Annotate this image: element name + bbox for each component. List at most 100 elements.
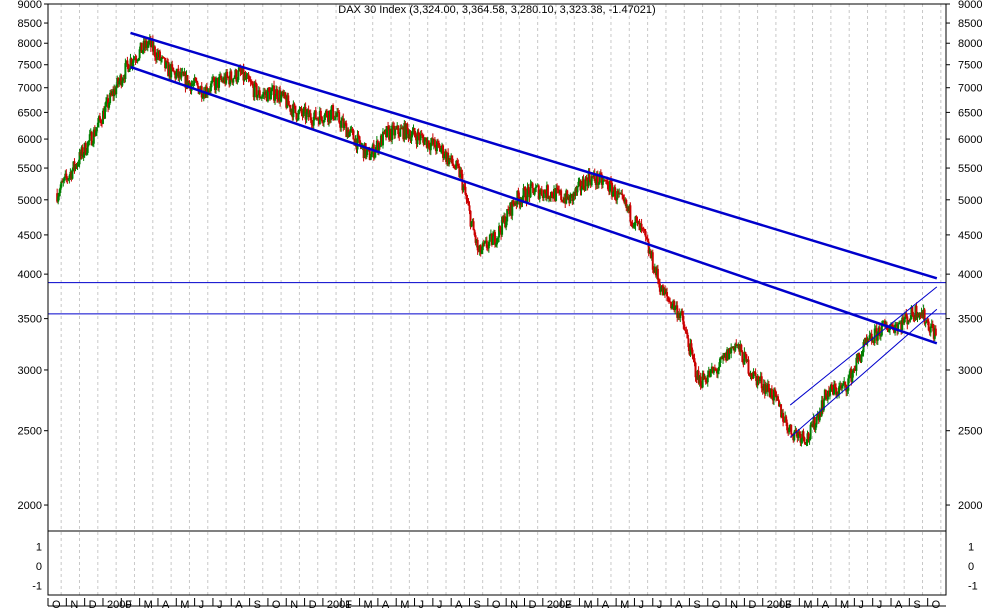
candle-body [839, 385, 842, 387]
candle-body [891, 324, 894, 326]
candle-body [192, 82, 195, 85]
candle-body [237, 70, 240, 80]
candle-body [357, 134, 360, 137]
x-tick-label: O [712, 599, 721, 610]
candle-body [899, 322, 902, 324]
candle-body [847, 378, 850, 391]
candle-body [815, 416, 818, 425]
candle-body [747, 359, 750, 374]
candle-body [261, 94, 264, 97]
candle-body [71, 169, 74, 179]
candle-body [838, 386, 841, 395]
candle-body [853, 369, 856, 371]
candle-body [687, 338, 690, 348]
candle-body [397, 125, 400, 135]
candle-body [542, 190, 545, 199]
candle-body [338, 112, 341, 123]
candle-body [345, 123, 348, 138]
candle-body [862, 341, 865, 353]
candle-body [270, 87, 273, 92]
candle-body [830, 384, 833, 390]
candle-body [925, 319, 928, 323]
candle-body [696, 370, 699, 380]
candle-body [392, 125, 395, 127]
candle-body [157, 51, 160, 58]
candle-body [565, 190, 568, 204]
candle-body [251, 83, 254, 86]
candle-body [707, 371, 710, 376]
candle-body [274, 96, 277, 101]
indicator-tick-label: 0 [968, 561, 974, 573]
candle-body [593, 173, 596, 182]
candle-body [584, 177, 587, 191]
candle-body [806, 433, 809, 442]
candle-body [323, 113, 326, 120]
candle-body [64, 173, 67, 178]
y-tick-label: 3000 [958, 365, 982, 377]
candle-body [377, 142, 380, 153]
candle-body [717, 366, 720, 371]
candle-body [218, 77, 221, 88]
candle-body [309, 113, 312, 121]
candle-body [102, 110, 105, 119]
candle-body [322, 119, 325, 123]
candle-body [315, 118, 318, 120]
candle-body [59, 187, 62, 193]
candle-body [127, 64, 130, 72]
x-tick-label: M [803, 599, 812, 610]
candle-body [115, 87, 118, 95]
candle-body [245, 75, 248, 80]
candle-body [555, 187, 558, 201]
candle-body [503, 216, 506, 222]
candle-body [433, 139, 436, 148]
candle-body [304, 107, 307, 120]
candle-body [99, 119, 102, 124]
candle-body [750, 373, 753, 377]
candle-body [816, 414, 819, 417]
candle-body [890, 324, 893, 327]
candle-body [317, 118, 320, 125]
candle-body [767, 383, 770, 392]
candle-body [800, 438, 803, 443]
candle-body [904, 313, 907, 320]
y-tick-label: 4500 [18, 230, 42, 242]
candle-body [697, 370, 700, 384]
candle-body [136, 60, 139, 62]
y-tick-label: 6500 [958, 107, 982, 119]
candle-body [781, 412, 784, 418]
candle-body [725, 353, 728, 361]
candle-body [519, 200, 522, 205]
candle-body [415, 137, 418, 145]
candle-body [590, 176, 593, 185]
y-axis-right: 2000 2500 3000 3500 4000 4500 5000 5500 6000 6500… [946, 0, 982, 592]
candle-body [426, 140, 429, 148]
candle-body [408, 134, 411, 138]
candle-body [183, 72, 186, 76]
candle-body [80, 147, 83, 157]
candle-body [492, 232, 495, 236]
candle-body [316, 118, 319, 120]
candle-body [205, 86, 208, 95]
candle-body [388, 127, 391, 140]
candle-body [219, 75, 222, 78]
x-tick-label: M [583, 599, 592, 610]
candle-body [69, 171, 72, 176]
candle-body [135, 60, 138, 62]
candle-body [527, 187, 530, 191]
candle-body [546, 185, 549, 199]
candle-body [379, 135, 382, 147]
candle-body [803, 437, 806, 443]
candle-body [860, 354, 863, 362]
candle-body [778, 400, 781, 407]
candle-body [211, 77, 214, 81]
candle-body [741, 351, 744, 363]
candle-body [683, 324, 686, 330]
candle-body [100, 123, 103, 125]
candle-body [177, 68, 180, 78]
candle-body [530, 183, 533, 185]
candle-body [933, 328, 936, 339]
candle-body [405, 123, 408, 139]
candle-body [452, 163, 455, 166]
candle-body [619, 192, 622, 194]
candle-body [68, 175, 71, 179]
